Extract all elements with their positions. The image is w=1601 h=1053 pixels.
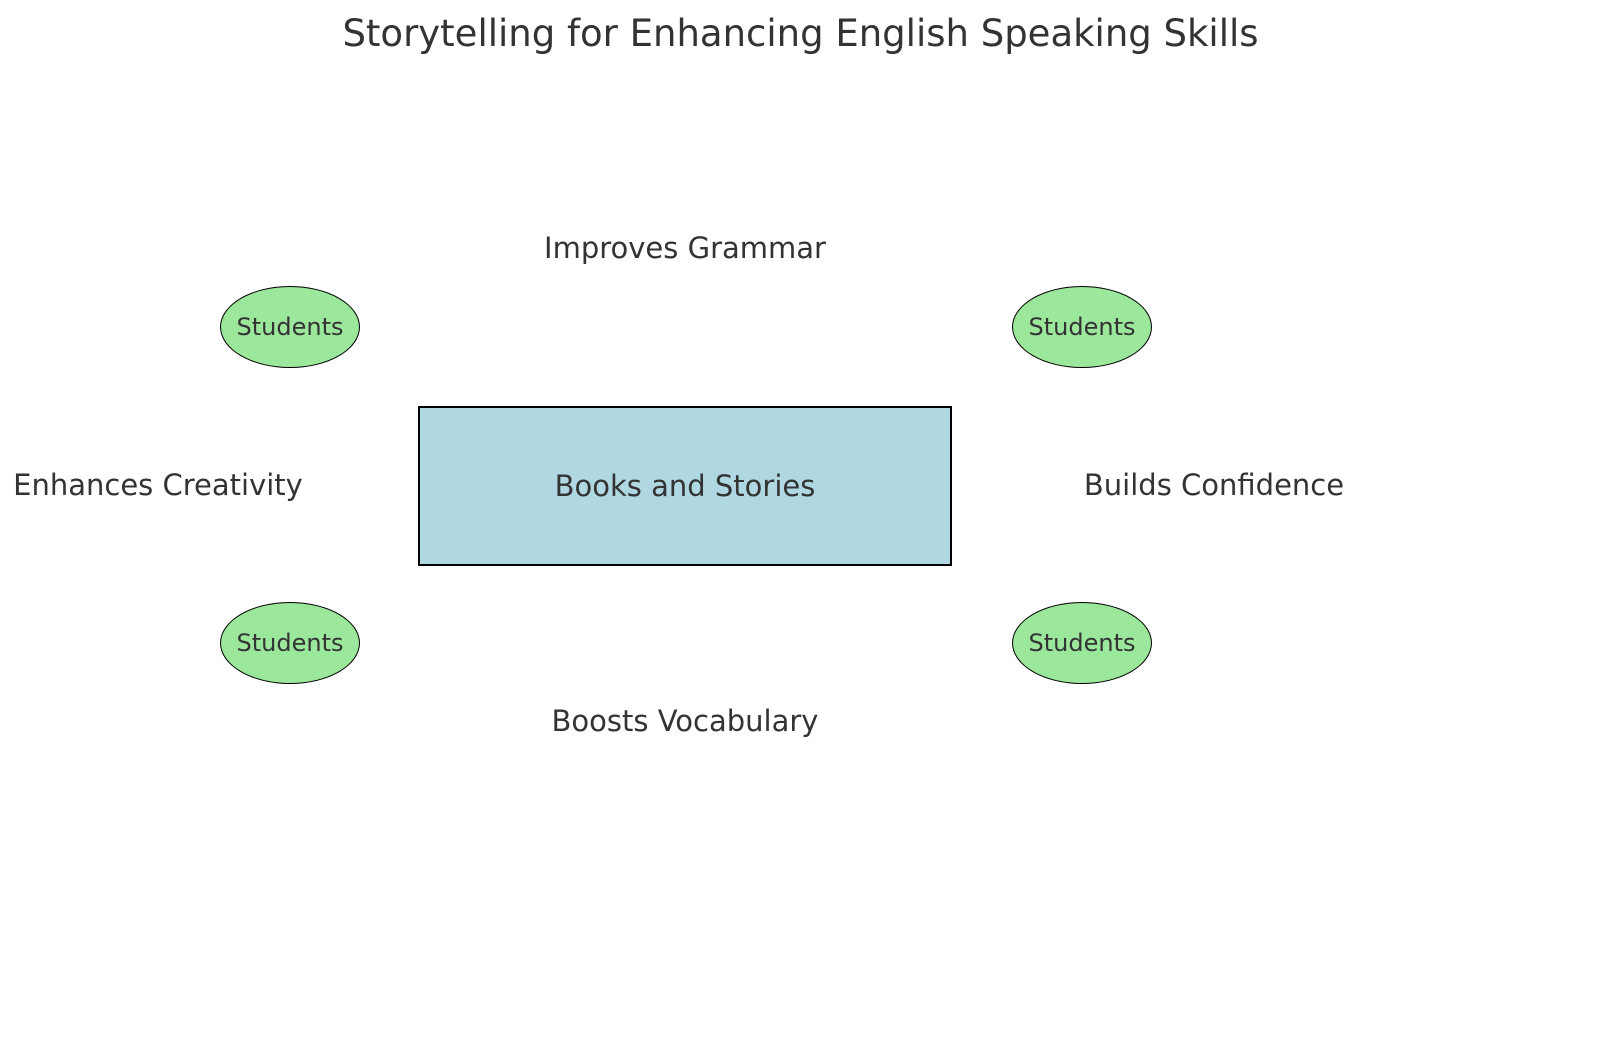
student-label: Students bbox=[237, 629, 344, 657]
student-ellipse-bottom-right: Students bbox=[1012, 602, 1152, 684]
page-title: Storytelling for Enhancing English Speak… bbox=[0, 12, 1601, 55]
student-ellipse-top-left: Students bbox=[220, 286, 360, 368]
center-box-label: Books and Stories bbox=[555, 469, 816, 503]
student-label: Students bbox=[1029, 629, 1136, 657]
benefit-boosts-vocabulary: Boosts Vocabulary bbox=[552, 704, 819, 738]
center-box-books-and-stories: Books and Stories bbox=[418, 406, 952, 566]
student-ellipse-bottom-left: Students bbox=[220, 602, 360, 684]
benefit-enhances-creativity: Enhances Creativity bbox=[13, 468, 303, 502]
student-label: Students bbox=[1029, 313, 1136, 341]
student-label: Students bbox=[237, 313, 344, 341]
benefit-improves-grammar: Improves Grammar bbox=[544, 231, 826, 265]
benefit-builds-confidence: Builds Confidence bbox=[1084, 468, 1344, 502]
student-ellipse-top-right: Students bbox=[1012, 286, 1152, 368]
